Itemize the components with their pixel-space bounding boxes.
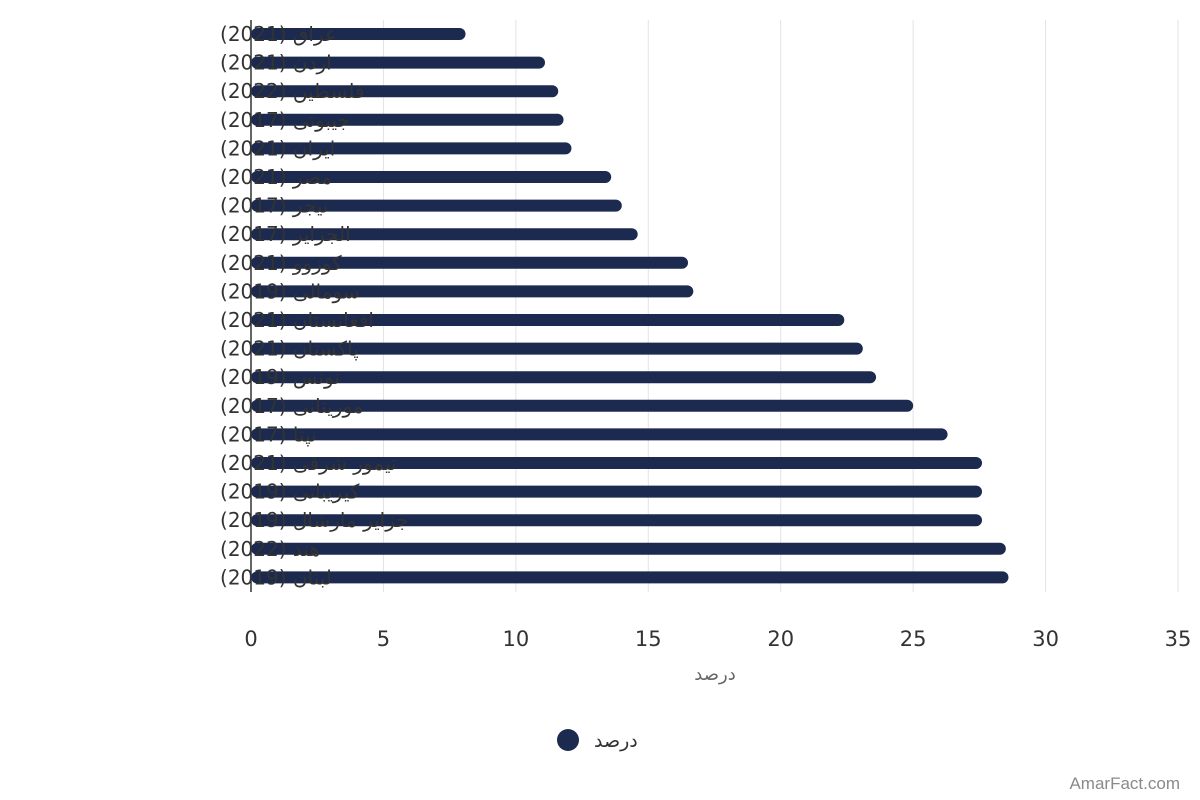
category-label: کوزوو (2021) <box>220 251 342 275</box>
x-tick-label: 5 <box>377 627 390 651</box>
x-tick-label: 15 <box>635 627 662 651</box>
x-tick-label: 10 <box>502 627 529 651</box>
category-label: الجزایر (2017) <box>220 222 351 246</box>
x-axis-title: درصد <box>694 664 735 685</box>
category-label: جیبوتی (2017) <box>220 108 350 132</box>
category-label: کیریباتی (2019) <box>220 480 360 504</box>
bar[interactable] <box>251 571 1009 584</box>
bar[interactable] <box>251 314 845 326</box>
category-label: سومالی (2019) <box>220 279 360 303</box>
bar[interactable] <box>251 85 559 98</box>
category-label: ایران (2021) <box>220 136 335 160</box>
category-label: تونس (2019) <box>220 365 340 389</box>
bar[interactable] <box>251 142 572 155</box>
category-label: افغانستان (2021) <box>220 308 374 332</box>
bars <box>251 28 1009 584</box>
category-label: مصر (2021) <box>220 165 332 189</box>
category-label: لبنان (2019) <box>220 565 332 589</box>
watermark: AmarFact.com <box>1069 774 1180 793</box>
x-tick-label: 35 <box>1165 627 1192 651</box>
bar[interactable] <box>251 28 466 40</box>
category-label: فلسطین (2022) <box>220 79 365 103</box>
bar[interactable] <box>251 56 545 69</box>
legend[interactable]: درصد <box>557 729 638 752</box>
x-tick-labels: 0 5 10 15 20 25 30 35 <box>244 627 1191 651</box>
legend-label: درصد <box>594 730 638 752</box>
category-label: تیمور شرقی (2021) <box>220 451 396 475</box>
bar[interactable] <box>251 171 612 183</box>
gridlines <box>382 20 1179 592</box>
x-tick-label: 20 <box>767 627 794 651</box>
legend-marker <box>557 729 579 751</box>
bar[interactable] <box>251 542 1006 555</box>
category-label: هند (2022) <box>220 537 320 561</box>
x-tick-label: 0 <box>244 627 257 651</box>
bar[interactable] <box>251 514 983 527</box>
bar[interactable] <box>251 113 564 126</box>
category-label: نیجر (2017) <box>220 194 328 218</box>
bar[interactable] <box>251 457 983 469</box>
category-label: جزایر مارشال (2019) <box>220 508 409 532</box>
bar[interactable] <box>251 285 694 298</box>
bar[interactable] <box>251 485 983 498</box>
x-tick-label: 30 <box>1032 627 1059 651</box>
bar[interactable] <box>251 199 622 212</box>
x-tick-label: 25 <box>900 627 927 651</box>
bar[interactable] <box>251 256 689 269</box>
category-label: موریتانی (2017) <box>220 394 364 418</box>
bar[interactable] <box>251 228 638 241</box>
category-labels: عراق (2021) اردن (2021) فلسطین (2022) جیبوت… <box>220 22 409 589</box>
category-label: اردن (2021) <box>220 51 332 75</box>
bar[interactable] <box>251 342 863 355</box>
bar[interactable] <box>251 428 948 441</box>
bar[interactable] <box>251 399 914 412</box>
category-label: نپتا (2017) <box>220 422 317 447</box>
bar[interactable] <box>251 371 877 384</box>
category-label: پاکستان (2021) <box>220 337 359 362</box>
category-label: عراق (2021) <box>220 22 337 46</box>
